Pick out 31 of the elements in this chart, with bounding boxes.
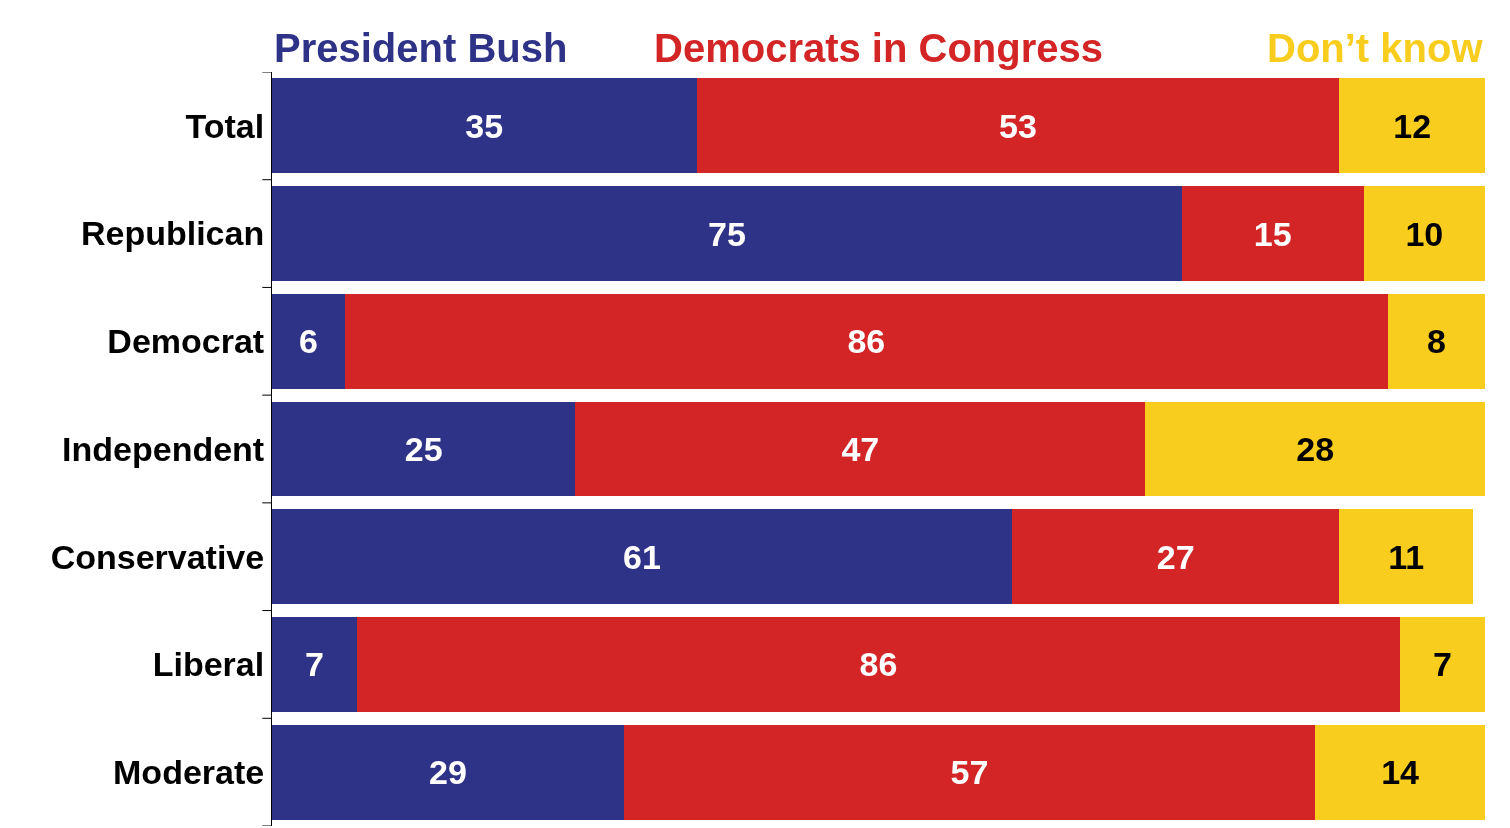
data-label: 47 xyxy=(841,430,880,468)
data-label: 57 xyxy=(950,753,989,792)
data-label: 8 xyxy=(1427,322,1446,361)
series-label: President Bush xyxy=(274,26,568,70)
data-label: 28 xyxy=(1296,430,1335,468)
data-label: 35 xyxy=(465,106,504,145)
y-tick-label: Independent xyxy=(62,429,265,468)
data-label: 7 xyxy=(304,645,324,684)
data-label: 14 xyxy=(1381,753,1420,792)
y-tick-label: Democrat xyxy=(107,322,265,361)
data-label: 86 xyxy=(859,645,898,684)
series-label: Don’t know xyxy=(1267,26,1484,70)
data-label: 7 xyxy=(1433,645,1453,684)
data-label: 27 xyxy=(1156,537,1195,576)
data-label: 25 xyxy=(404,430,443,468)
y-tick-label: Moderate xyxy=(113,753,265,792)
data-label: 6 xyxy=(298,322,318,361)
data-label: 29 xyxy=(428,753,467,792)
data-label: 15 xyxy=(1253,214,1292,253)
y-tick-label: Total xyxy=(185,106,265,145)
data-label: 11 xyxy=(1388,537,1425,576)
y-tick-label: Republican xyxy=(80,214,265,253)
data-label: 75 xyxy=(707,214,746,253)
y-tick-label: Liberal xyxy=(152,645,265,684)
data-label: 10 xyxy=(1405,214,1444,253)
data-label: 86 xyxy=(847,322,886,361)
data-label: 12 xyxy=(1393,106,1432,145)
series-label: Democrats in Congress xyxy=(654,26,1104,70)
y-tick-label: Conservative xyxy=(50,537,265,576)
data-label: 61 xyxy=(623,537,661,576)
data-label: 53 xyxy=(999,106,1037,145)
